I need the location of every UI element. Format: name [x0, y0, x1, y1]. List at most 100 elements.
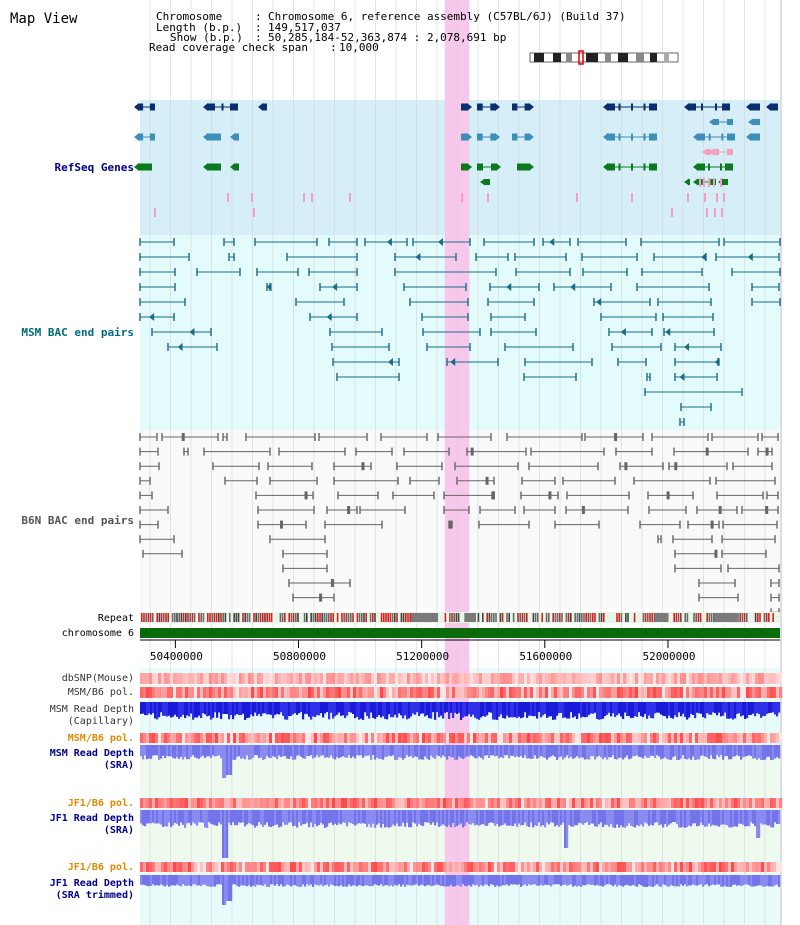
repeat-feature[interactable] — [633, 613, 636, 622]
repeat-feature[interactable] — [620, 613, 623, 622]
repeat-feature[interactable] — [695, 613, 697, 622]
repeat-feature[interactable] — [336, 613, 339, 622]
bac-end-pair[interactable] — [721, 535, 776, 544]
bac-end-pair[interactable] — [674, 343, 722, 351]
repeat-feature[interactable] — [394, 613, 396, 622]
bac-end-pair[interactable] — [722, 520, 778, 529]
gene-feature[interactable] — [684, 103, 730, 111]
bac-end-pair[interactable] — [151, 328, 212, 336]
repeat-feature[interactable] — [149, 613, 152, 622]
bac-end-pair[interactable] — [647, 491, 694, 500]
bac-end-pair[interactable] — [308, 268, 358, 276]
bac-end-pair[interactable] — [396, 462, 443, 471]
repeat-feature[interactable] — [534, 613, 537, 622]
gene-feature[interactable] — [477, 133, 500, 141]
bac-end-pair[interactable] — [732, 462, 773, 471]
bac-end-pair[interactable] — [295, 298, 345, 306]
repeat-feature[interactable] — [202, 613, 205, 622]
repeat-feature[interactable] — [625, 613, 627, 622]
repeat-block[interactable] — [655, 613, 668, 622]
gene-feature[interactable] — [748, 118, 760, 126]
repeat-feature[interactable] — [589, 613, 592, 622]
bac-end-pair[interactable] — [412, 238, 471, 246]
repeat-feature[interactable] — [244, 613, 246, 622]
repeat-feature[interactable] — [306, 613, 308, 622]
repeat-feature[interactable] — [347, 613, 350, 622]
repeat-feature[interactable] — [350, 613, 352, 622]
gene-feature[interactable] — [461, 103, 472, 111]
repeat-feature[interactable] — [279, 613, 282, 622]
bac-end-pair[interactable] — [454, 462, 519, 471]
bac-end-pair[interactable] — [288, 579, 351, 587]
repeat-block[interactable] — [714, 613, 737, 622]
bac-end-pair[interactable] — [515, 268, 571, 276]
bac-end-pair[interactable] — [426, 343, 471, 351]
bac-end-pair[interactable] — [446, 358, 499, 366]
repeat-feature[interactable] — [519, 613, 521, 622]
repeat-feature[interactable] — [574, 613, 576, 622]
bac-end-pair[interactable] — [542, 238, 571, 246]
repeat-feature[interactable] — [677, 613, 680, 622]
bac-end-pair[interactable] — [554, 520, 600, 529]
gene-feature[interactable] — [512, 103, 534, 111]
bac-end-pair[interactable] — [761, 433, 779, 441]
bac-end-pair[interactable] — [617, 358, 647, 366]
gene-feature[interactable] — [766, 103, 778, 111]
repeat-feature[interactable] — [284, 613, 286, 622]
repeat-feature[interactable] — [270, 613, 273, 622]
bac-end-pair[interactable] — [698, 579, 736, 587]
gene-fragment[interactable] — [699, 178, 701, 187]
gene-fragment[interactable] — [631, 193, 633, 202]
repeat-feature[interactable] — [229, 613, 231, 622]
gene-feature[interactable] — [461, 163, 472, 171]
repeat-feature[interactable] — [693, 613, 695, 622]
repeat-feature[interactable] — [187, 613, 189, 622]
repeat-feature[interactable] — [165, 613, 167, 622]
repeat-feature[interactable] — [570, 613, 572, 622]
repeat-feature[interactable] — [193, 613, 196, 622]
gene-fragment[interactable] — [723, 193, 725, 202]
repeat-feature[interactable] — [763, 613, 766, 622]
repeat-feature[interactable] — [319, 613, 321, 622]
repeat-feature[interactable] — [259, 613, 262, 622]
repeat-feature[interactable] — [266, 613, 268, 622]
repeat-feature[interactable] — [772, 613, 774, 622]
bac-end-pair[interactable] — [282, 549, 328, 558]
bac-end-pair[interactable] — [394, 253, 457, 261]
repeat-feature[interactable] — [581, 613, 583, 622]
bac-end-pair[interactable] — [254, 238, 318, 246]
bac-end-pair[interactable] — [646, 373, 651, 381]
gene-fragment[interactable] — [253, 208, 255, 217]
repeat-feature[interactable] — [603, 613, 605, 622]
repeat-feature[interactable] — [143, 613, 145, 622]
repeat-feature[interactable] — [598, 613, 601, 622]
bac-end-pair[interactable] — [644, 388, 743, 396]
repeat-feature[interactable] — [389, 613, 392, 622]
bac-end-pair[interactable] — [326, 506, 358, 514]
repeat-feature[interactable] — [506, 613, 508, 622]
repeat-feature[interactable] — [699, 613, 702, 622]
bac-end-pair[interactable] — [309, 313, 358, 321]
repeat-feature[interactable] — [174, 613, 176, 622]
repeat-feature[interactable] — [765, 613, 768, 622]
repeat-feature[interactable] — [455, 613, 458, 622]
gene-feature[interactable] — [603, 163, 657, 171]
bac-end-pair[interactable] — [333, 462, 372, 471]
repeat-feature[interactable] — [453, 613, 455, 622]
bac-end-pair[interactable] — [437, 433, 492, 441]
bac-end-pair[interactable] — [489, 283, 540, 291]
repeat-feature[interactable] — [176, 613, 178, 622]
repeat-feature[interactable] — [257, 613, 260, 622]
gene-fragment[interactable] — [671, 208, 673, 217]
bac-end-pair[interactable] — [584, 433, 644, 441]
bac-end-pair[interactable] — [139, 238, 175, 246]
repeat-feature[interactable] — [396, 613, 398, 622]
repeat-feature[interactable] — [594, 613, 596, 622]
bac-end-pair[interactable] — [766, 491, 779, 500]
repeat-feature[interactable] — [325, 613, 328, 622]
repeat-feature[interactable] — [578, 613, 581, 622]
b6n-bac-pairs[interactable] — [139, 433, 780, 617]
repeat-feature[interactable] — [490, 613, 493, 622]
bac-end-pair[interactable] — [359, 506, 406, 514]
bac-end-pair[interactable] — [514, 253, 567, 261]
